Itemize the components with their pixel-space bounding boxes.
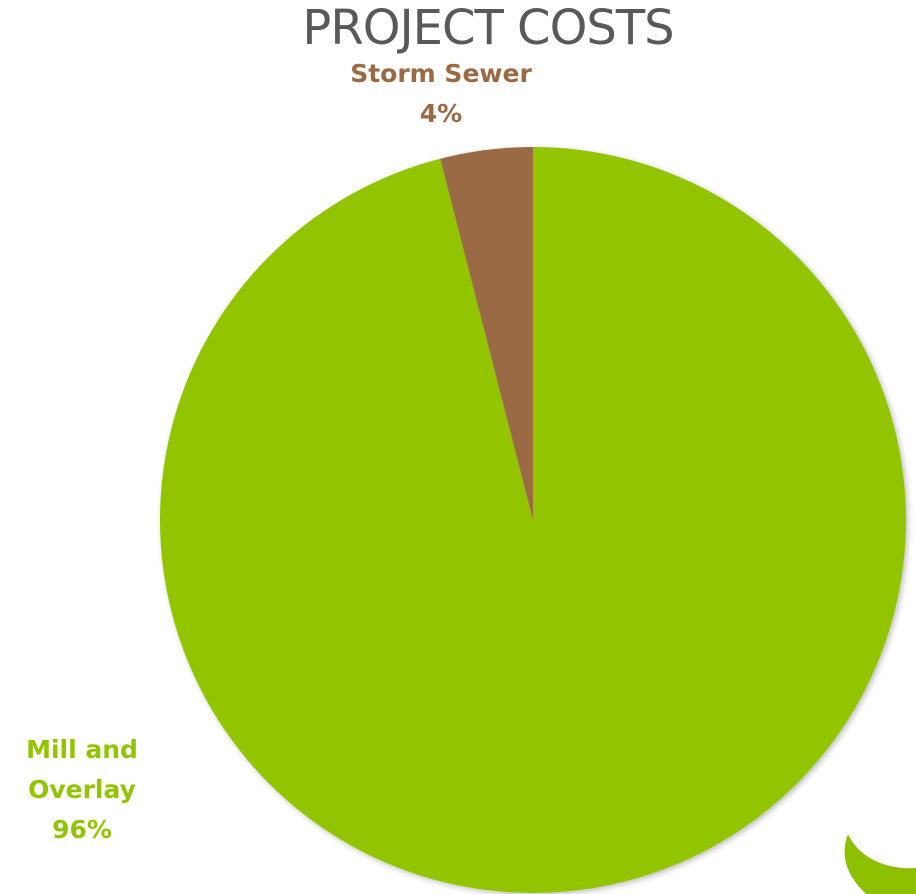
slice-category-label: Mill and Overlay	[26, 735, 138, 804]
slice-label: Mill and Overlay 96%	[12, 730, 152, 850]
pie	[159, 147, 907, 894]
leaf-decoration	[844, 834, 916, 894]
pie-slice	[440, 147, 533, 520]
slice-category-label: Storm Sewer	[350, 59, 532, 88]
pie-slice	[159, 147, 907, 894]
slice-value-label: 96%	[52, 815, 112, 844]
chart-title: PROJECT COSTS	[302, 0, 674, 56]
slice-value-label: 4%	[419, 99, 463, 128]
slice-label: Storm Sewer 4%	[311, 54, 571, 134]
